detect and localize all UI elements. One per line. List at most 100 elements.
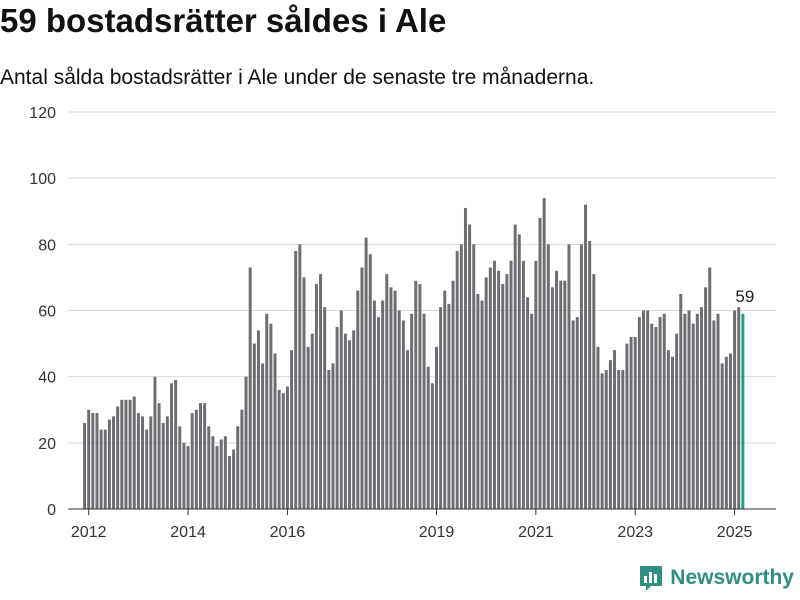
bar (178, 426, 182, 509)
bar (579, 244, 583, 510)
bars (83, 198, 745, 510)
bar (145, 429, 149, 509)
bar (550, 287, 554, 509)
bar (368, 254, 372, 509)
bar (629, 336, 633, 509)
chart-subtitle: Antal sålda bostadsrätter i Ale under de… (0, 66, 595, 89)
bar (203, 403, 207, 509)
bar (451, 280, 455, 509)
bar (497, 270, 501, 509)
bar (613, 350, 617, 509)
bar (712, 320, 716, 509)
bar (149, 416, 153, 509)
bar (128, 399, 132, 509)
bar (492, 260, 496, 509)
bar (642, 310, 645, 509)
bar (132, 396, 136, 509)
y-tick-label: 0 (47, 502, 56, 519)
bar (505, 274, 509, 509)
bar (393, 290, 397, 509)
bar (335, 327, 339, 509)
bar (99, 429, 103, 509)
bar (418, 284, 422, 509)
bar (314, 284, 318, 509)
y-tick-label: 120 (29, 105, 56, 122)
bar (530, 313, 534, 509)
bar (671, 356, 674, 509)
bar (302, 277, 306, 509)
bar (136, 413, 140, 509)
bar (385, 274, 389, 509)
bar (219, 439, 223, 509)
bar (728, 353, 732, 509)
bar (236, 426, 240, 509)
bar (683, 313, 687, 509)
bar (716, 313, 720, 509)
bar (443, 290, 447, 509)
bar (281, 393, 285, 509)
bar (608, 360, 612, 509)
bar (720, 363, 724, 509)
bar (592, 274, 596, 509)
bar (596, 346, 600, 509)
bar (571, 320, 575, 509)
bar (414, 280, 418, 509)
bar (567, 244, 571, 510)
bar (666, 350, 670, 509)
bar (261, 363, 265, 509)
bar (165, 416, 169, 509)
bar (439, 307, 443, 509)
bar (389, 287, 393, 509)
bar (215, 446, 219, 509)
bar (182, 442, 186, 509)
bar (207, 426, 211, 509)
bar (476, 293, 480, 509)
bar (563, 280, 567, 509)
bar (695, 313, 699, 509)
bar (621, 370, 625, 509)
bar (617, 370, 621, 509)
y-axis-ticks: 0 20 40 60 80 100 120 (29, 105, 56, 519)
bar (116, 406, 120, 509)
y-tick-label: 80 (38, 237, 56, 254)
bar (161, 422, 165, 509)
bar (584, 204, 588, 509)
bar (625, 343, 629, 509)
bar (360, 267, 364, 509)
bar (708, 267, 712, 509)
bar (294, 250, 298, 509)
bar (534, 260, 538, 509)
bar (256, 330, 260, 509)
bar (194, 409, 198, 509)
bar (223, 436, 227, 509)
x-tick-label: 2023 (617, 524, 653, 541)
bar (542, 198, 546, 509)
bar (319, 274, 323, 509)
bar (447, 303, 451, 509)
bar (472, 244, 476, 510)
x-tick-label: 2014 (170, 524, 206, 541)
bar (240, 409, 244, 509)
bar (604, 370, 608, 509)
bar (513, 224, 517, 509)
bar (91, 413, 95, 509)
bar (339, 310, 343, 509)
bar (646, 310, 650, 509)
bar (654, 327, 658, 509)
bar (468, 224, 472, 509)
bar (120, 399, 124, 509)
bar (103, 429, 107, 509)
chart-title: 59 bostadsrätter såldes i Ale (0, 2, 447, 39)
bar (285, 386, 289, 509)
newsworthy-logo: Newsworthy (638, 564, 794, 592)
bar (526, 297, 530, 509)
bar (430, 383, 434, 509)
bar (406, 350, 409, 509)
bar (265, 313, 269, 509)
bar (691, 323, 695, 509)
bar (538, 217, 542, 509)
x-tick-label: 2025 (717, 524, 753, 541)
last-value-label: 59 (735, 287, 754, 306)
bar (410, 313, 414, 509)
bar (675, 333, 679, 509)
